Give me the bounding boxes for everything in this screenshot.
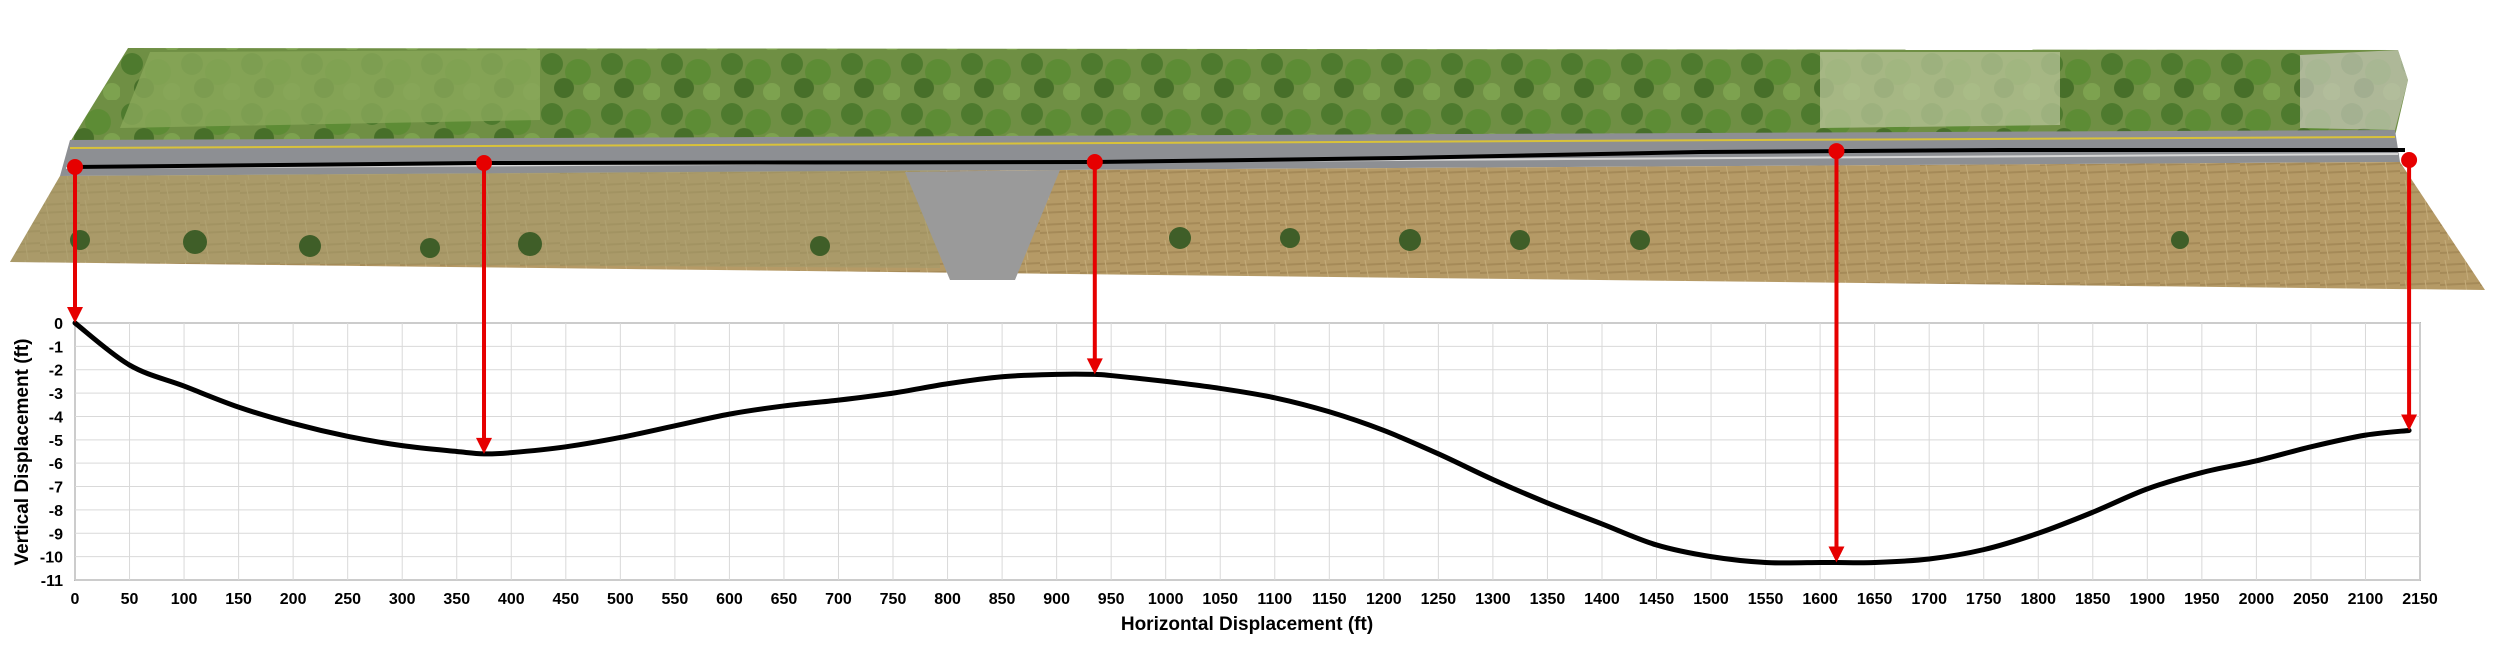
x-axis-title: Horizontal Displacement (ft) bbox=[1121, 614, 1373, 635]
x-tick-label: 300 bbox=[389, 591, 416, 608]
x-tick-label: 1900 bbox=[2130, 591, 2166, 608]
x-tick-label: 350 bbox=[443, 591, 470, 608]
y-tick-labels: 0 -1 -2 -3 -4 -5 -6 -7 -8 -9 -10 -11 bbox=[40, 316, 63, 590]
x-tick-label: 1650 bbox=[1857, 591, 1893, 608]
marker-arrowhead bbox=[2401, 414, 2418, 431]
x-tick-label: 150 bbox=[225, 591, 252, 608]
marker-arrowhead bbox=[1086, 358, 1103, 375]
x-gridlines bbox=[74, 323, 2421, 580]
x-tick-label: 1050 bbox=[1202, 591, 1238, 608]
x-tick-label: 1850 bbox=[2075, 591, 2111, 608]
x-tick-label: 450 bbox=[552, 591, 579, 608]
x-tick-label: 1500 bbox=[1693, 591, 1729, 608]
aerial-road-photo bbox=[10, 48, 2485, 290]
x-tick-label: 1750 bbox=[1966, 591, 2002, 608]
x-tick-label: 1000 bbox=[1148, 591, 1184, 608]
x-tick-label: 500 bbox=[607, 591, 634, 608]
marker-arrowhead bbox=[476, 437, 493, 454]
x-tick-label: 1250 bbox=[1421, 591, 1457, 608]
x-tick-label: 1550 bbox=[1748, 591, 1784, 608]
x-tick-label: 700 bbox=[825, 591, 852, 608]
y-tick-label: -1 bbox=[49, 339, 63, 356]
x-tick-label: 1450 bbox=[1639, 591, 1675, 608]
y-gridlines bbox=[75, 322, 2420, 581]
x-tick-label: 900 bbox=[1043, 591, 1070, 608]
x-tick-label: 400 bbox=[498, 591, 525, 608]
x-tick-labels: 0 50 100 150 200 250 300 350 400 450 500 550 600 650 7… bbox=[71, 591, 2438, 608]
y-tick-label: -7 bbox=[49, 480, 63, 497]
x-tick-label: 2100 bbox=[2348, 591, 2384, 608]
y-tick-label: -5 bbox=[49, 433, 63, 450]
x-tick-label: 1700 bbox=[1911, 591, 1947, 608]
x-tick-label: 1950 bbox=[2184, 591, 2220, 608]
marker-arrowhead bbox=[1828, 546, 1845, 563]
x-tick-label: 2000 bbox=[2239, 591, 2275, 608]
y-tick-label: -4 bbox=[49, 409, 63, 426]
x-tick-label: 600 bbox=[716, 591, 743, 608]
marker-arrowhead bbox=[67, 307, 83, 323]
y-tick-label: -11 bbox=[41, 573, 63, 590]
x-tick-label: 650 bbox=[771, 591, 798, 608]
x-tick-label: 750 bbox=[880, 591, 907, 608]
y-tick-label: -6 bbox=[49, 456, 63, 473]
x-tick-label: 100 bbox=[171, 591, 198, 608]
profile-line bbox=[72, 320, 2412, 566]
x-tick-label: 1400 bbox=[1584, 591, 1620, 608]
plot-area bbox=[74, 322, 2421, 581]
x-tick-label: 1100 bbox=[1257, 591, 1292, 608]
y-tick-label: -2 bbox=[49, 363, 63, 380]
y-axis-title: Vertical Displacement (ft) bbox=[12, 338, 33, 565]
x-tick-label: 1300 bbox=[1475, 591, 1511, 608]
x-tick-label: 1600 bbox=[1802, 591, 1838, 608]
y-tick-label: -8 bbox=[49, 503, 63, 520]
y-tick-label: -3 bbox=[49, 386, 63, 403]
x-tick-label: 950 bbox=[1098, 591, 1125, 608]
y-tick-label: 0 bbox=[54, 316, 63, 333]
x-tick-label: 2150 bbox=[2402, 591, 2438, 608]
x-tick-label: 50 bbox=[121, 591, 139, 608]
x-tick-label: 800 bbox=[934, 591, 961, 608]
y-tick-label: -10 bbox=[40, 550, 63, 567]
x-tick-label: 1350 bbox=[1530, 591, 1566, 608]
x-tick-label: 1200 bbox=[1366, 591, 1402, 608]
y-tick-label: -9 bbox=[49, 526, 63, 543]
marker-arrows bbox=[67, 143, 2418, 563]
x-tick-label: 850 bbox=[989, 591, 1016, 608]
x-tick-label: 550 bbox=[662, 591, 689, 608]
x-tick-label: 2050 bbox=[2293, 591, 2329, 608]
x-tick-label: 1150 bbox=[1312, 591, 1347, 608]
x-tick-label: 0 bbox=[71, 591, 80, 608]
x-tick-label: 1800 bbox=[2020, 591, 2056, 608]
x-tick-label: 250 bbox=[334, 591, 361, 608]
x-tick-label: 200 bbox=[280, 591, 307, 608]
